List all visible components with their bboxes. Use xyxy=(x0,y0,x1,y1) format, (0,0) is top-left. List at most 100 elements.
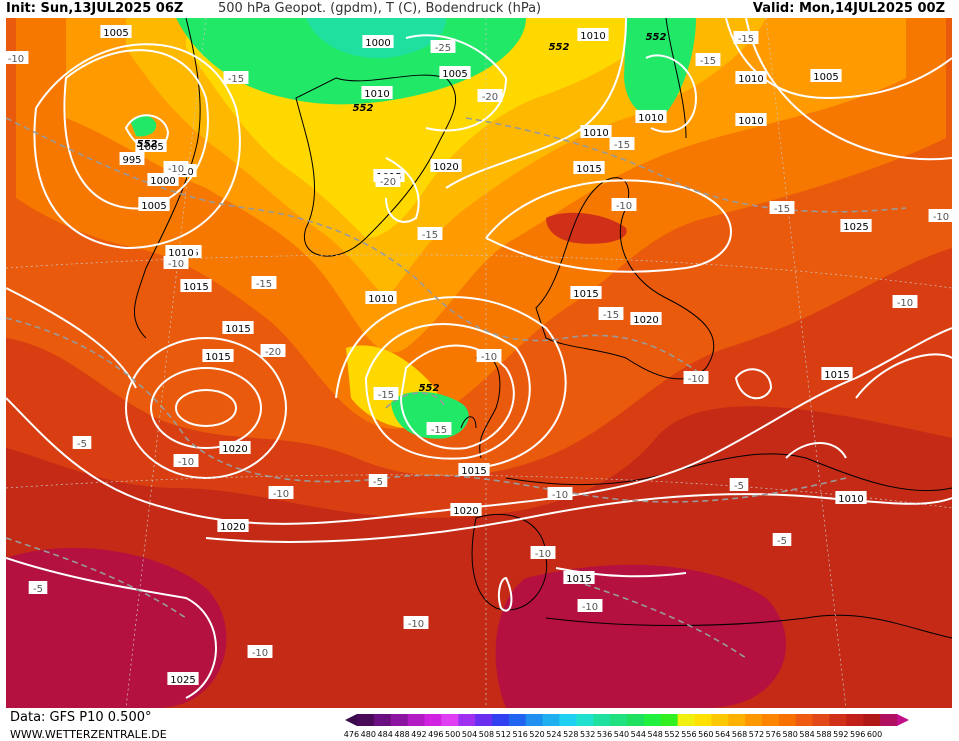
temperature-fill xyxy=(6,18,952,708)
svg-text:-10: -10 xyxy=(408,619,424,630)
svg-text:-10: -10 xyxy=(178,457,194,468)
legend-swatch xyxy=(610,714,628,726)
temperature-label: -15 xyxy=(417,227,443,241)
temperature-label: -5 xyxy=(28,581,48,595)
legend-swatch xyxy=(407,714,425,726)
temperature-label: -5 xyxy=(729,478,749,492)
temperature-label: -10 xyxy=(577,599,603,613)
legend-swatch xyxy=(357,714,375,726)
chart-title: 500 hPa Geopot. (gpdm), T (C), Bodendruc… xyxy=(218,1,542,16)
legend-swatch xyxy=(525,714,544,726)
svg-text:-15: -15 xyxy=(700,56,716,67)
legend-swatch xyxy=(778,714,797,726)
svg-text:-15: -15 xyxy=(228,74,244,85)
svg-text:-15: -15 xyxy=(738,34,754,45)
pressure-label: 1015 xyxy=(458,463,490,477)
svg-text:-25: -25 xyxy=(435,43,451,54)
weather-map: 1005 1000 1005 1010 1010 1010 1005 1010 1005 1015… xyxy=(6,18,952,708)
legend-value: 524 xyxy=(546,730,562,739)
temperature-label: -15 xyxy=(609,137,635,151)
init-time: Init: Sun,13JUL2025 06Z xyxy=(6,1,184,16)
legend-value: 576 xyxy=(765,730,781,739)
svg-text:-10: -10 xyxy=(688,374,704,385)
svg-text:-5: -5 xyxy=(734,481,744,492)
svg-text:-5: -5 xyxy=(33,584,43,595)
legend-swatch xyxy=(390,714,409,726)
pressure-label: 1020 xyxy=(219,441,251,455)
legend-swatch xyxy=(508,714,527,726)
legend-value: 552 xyxy=(664,730,680,739)
temperature-label: -10 xyxy=(163,161,189,175)
svg-text:1015: 1015 xyxy=(183,282,208,293)
svg-text:1010: 1010 xyxy=(368,294,393,305)
svg-text:-15: -15 xyxy=(256,279,272,290)
legend-value: 508 xyxy=(478,730,495,739)
pressure-label: 1015 xyxy=(222,321,254,335)
temperature-label: -5 xyxy=(368,474,388,488)
legend-value: 544 xyxy=(630,730,646,739)
pressure-label: 995 xyxy=(119,152,145,166)
temperature-label: -20 xyxy=(477,89,503,103)
color-legend xyxy=(345,714,909,726)
legend-value: 580 xyxy=(782,730,798,739)
pressure-label: 1005 xyxy=(810,69,842,83)
legend-value: 588 xyxy=(816,730,832,739)
legend-swatch xyxy=(593,714,611,726)
pressure-label: 1010 xyxy=(735,71,767,85)
legend-value: 528 xyxy=(563,730,579,739)
svg-text:1015: 1015 xyxy=(576,164,601,175)
legend-value: 564 xyxy=(715,730,731,739)
legend-value: 548 xyxy=(647,730,663,739)
legend-swatch xyxy=(627,714,645,726)
pressure-label: 1015 xyxy=(180,279,212,293)
svg-text:-10: -10 xyxy=(552,490,568,501)
svg-text:-5: -5 xyxy=(77,439,87,450)
legend-value: 480 xyxy=(360,730,376,739)
temperature-label: -10 xyxy=(6,51,29,65)
pressure-label: 1020 xyxy=(217,519,249,533)
svg-text:-20: -20 xyxy=(265,347,281,358)
legend-swatch xyxy=(795,714,814,726)
legend-swatch xyxy=(576,714,594,726)
svg-text:1005: 1005 xyxy=(138,142,163,153)
pressure-label: 1010 xyxy=(361,86,393,100)
legend-value: 600 xyxy=(866,730,883,739)
temperature-label: -15 xyxy=(426,422,452,436)
pressure-label: 1025 xyxy=(167,672,199,686)
temperature-label: -10 xyxy=(892,295,918,309)
legend-swatch xyxy=(542,714,560,726)
map-labels: 1005 1000 1005 1010 1010 1010 1005 1010 1005 1015… xyxy=(6,25,952,686)
pressure-label: 1020 xyxy=(630,312,662,326)
legend-value: 592 xyxy=(833,730,849,739)
pressure-label: 1000 xyxy=(362,35,394,49)
legend-value: 556 xyxy=(681,730,697,739)
pressure-label: 1015 xyxy=(563,571,595,585)
legend-swatch xyxy=(677,714,695,726)
pressure-label: 1010 xyxy=(165,245,197,259)
pressure-label: 1010 xyxy=(577,28,609,42)
svg-text:-15: -15 xyxy=(603,310,619,321)
svg-text:-15: -15 xyxy=(614,140,630,151)
pressure-label: 1015 xyxy=(570,286,602,300)
temperature-label: -10 xyxy=(611,198,637,212)
legend-swatch xyxy=(829,714,847,726)
geopotential-label: 552 xyxy=(353,103,374,114)
svg-text:552: 552 xyxy=(646,32,667,43)
legend-value: 536 xyxy=(596,730,613,739)
header-bar: Init: Sun,13JUL2025 06Z 500 hPa Geopot. … xyxy=(0,0,959,18)
svg-text:1000: 1000 xyxy=(150,176,175,187)
svg-text:1015: 1015 xyxy=(205,352,230,363)
temperature-label: -15 xyxy=(733,31,759,45)
legend-swatch xyxy=(728,714,746,726)
temperature-label: -15 xyxy=(769,201,795,215)
legend-value: 500 xyxy=(445,730,461,739)
legend-swatch xyxy=(643,714,662,726)
legend-swatch xyxy=(458,714,476,726)
pressure-label: 1010 xyxy=(365,291,397,305)
svg-text:1005: 1005 xyxy=(103,28,128,39)
legend-swatch xyxy=(812,714,830,726)
legend-value: 584 xyxy=(799,730,815,739)
svg-text:1020: 1020 xyxy=(433,162,458,173)
legend-swatch xyxy=(660,714,679,726)
geopotential-label: 552 xyxy=(419,383,440,394)
